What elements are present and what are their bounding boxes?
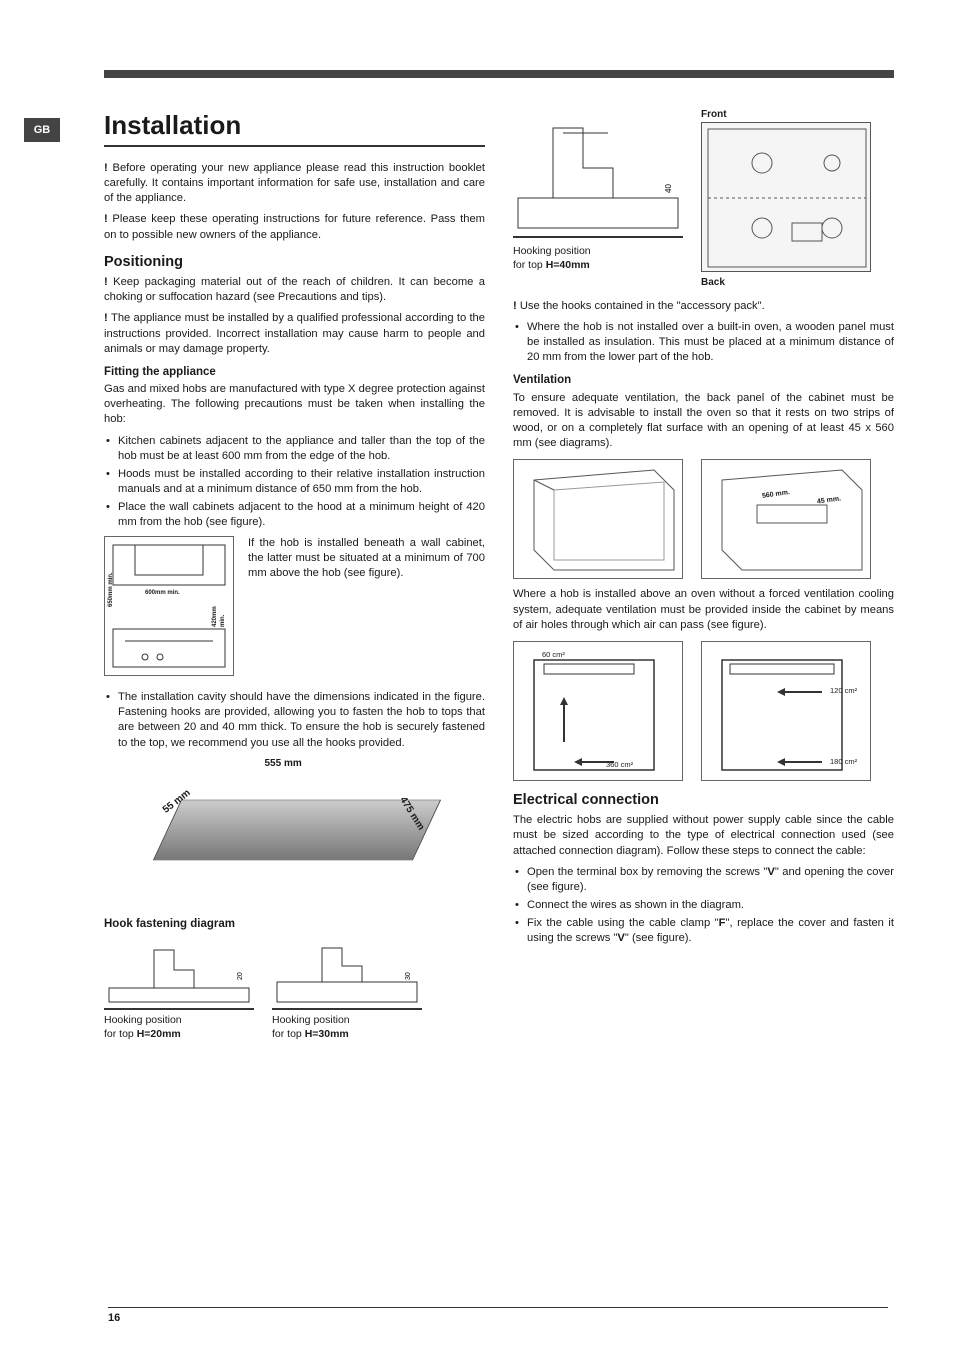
air-60: 60 cm² bbox=[542, 650, 565, 660]
hook20b: H=20mm bbox=[137, 1028, 181, 1040]
ventilation-figures: 560 mm. 45 mm. bbox=[513, 459, 894, 579]
dim-600: 600mm min. bbox=[145, 589, 180, 597]
list-item: Open the terminal box by removing the sc… bbox=[513, 865, 894, 895]
ventilation-heading: Ventilation bbox=[513, 373, 894, 389]
letter-f: F bbox=[719, 917, 726, 929]
hook30a: Hooking position bbox=[272, 1014, 350, 1026]
hook-figures-row: 20 Hooking position for top H=20mm 30 Hoo… bbox=[104, 940, 485, 1041]
for-top-30: for top bbox=[272, 1028, 305, 1040]
list-item: Fix the cable using the cable clamp "F",… bbox=[513, 916, 894, 946]
fitting-list: Kitchen cabinets adjacent to the applian… bbox=[104, 434, 485, 531]
forced-vent-paragraph: Where a hob is installed above an oven w… bbox=[513, 587, 894, 632]
svg-text:30: 30 bbox=[405, 972, 412, 980]
electrical-paragraph: The electric hobs are supplied without p… bbox=[513, 813, 894, 858]
air-120: 120 cm² bbox=[830, 686, 857, 696]
letter-v2: V bbox=[617, 932, 624, 944]
ventilation-paragraph: To ensure adequate ventilation, the back… bbox=[513, 391, 894, 451]
list-item: Where the hob is not installed over a bu… bbox=[513, 320, 894, 365]
page-number: 16 bbox=[108, 1307, 888, 1324]
hook-40-label: Hooking position for top H=40mm bbox=[513, 244, 683, 272]
letter-v: V bbox=[767, 866, 774, 878]
list-item: Kitchen cabinets adjacent to the applian… bbox=[104, 434, 485, 464]
air-figure-1: 60 cm² 360 cm² bbox=[513, 641, 683, 781]
for-top-20: for top bbox=[104, 1028, 137, 1040]
hook40b: H=40mm bbox=[546, 259, 590, 271]
positioning-p1: ! Keep packaging material out of the rea… bbox=[104, 275, 485, 305]
intro-paragraph: ! Before operating your new appliance pl… bbox=[104, 161, 485, 206]
top-bar bbox=[104, 70, 894, 78]
positioning-heading: Positioning bbox=[104, 253, 485, 273]
for-top-40: for top bbox=[513, 259, 546, 271]
cutout-shape bbox=[152, 799, 440, 860]
hook-30-figure: 30 bbox=[272, 940, 422, 1010]
pos2-text: The appliance must be installed by a qua… bbox=[104, 312, 485, 354]
list-item: Connect the wires as shown in the diagra… bbox=[513, 898, 894, 913]
list-item: Hoods must be installed according to the… bbox=[104, 467, 485, 497]
air-180: 180 cm² bbox=[830, 757, 857, 767]
hook-40-figure: 40 bbox=[513, 108, 683, 238]
fitting-paragraph: Gas and mixed hobs are manufactured with… bbox=[104, 382, 485, 427]
cutout-dimensions-figure: 555 mm 55 mm 475 mm bbox=[145, 757, 445, 907]
elec-li3c: " (see figure). bbox=[625, 932, 692, 944]
intro-paragraph-2: ! Please keep these operating instructio… bbox=[104, 212, 485, 242]
hook-20-label: Hooking position for top H=20mm bbox=[104, 1013, 254, 1041]
svg-text:40: 40 bbox=[664, 184, 673, 193]
content-columns: Installation ! Before operating your new… bbox=[104, 108, 894, 1050]
front-label: Front bbox=[701, 108, 871, 122]
dim-650: 650mm min. bbox=[107, 573, 115, 608]
hook20a: Hooking position bbox=[104, 1014, 182, 1026]
page: GB Installation ! Before operating your … bbox=[0, 0, 954, 1350]
air-figure-2: 120 cm² 180 cm² bbox=[701, 641, 871, 781]
dim-420: 420mm min. bbox=[211, 605, 227, 627]
elec-li1a: Open the terminal box by removing the sc… bbox=[527, 866, 767, 878]
use-hooks-text: Use the hooks contained in the "accessor… bbox=[520, 300, 765, 312]
electrical-list: Open the terminal box by removing the sc… bbox=[513, 865, 894, 947]
hook-30-label: Hooking position for top H=30mm bbox=[272, 1013, 422, 1041]
hook-diagram-heading: Hook fastening diagram bbox=[104, 917, 485, 933]
front-back-block: Front Back bbox=[701, 108, 871, 289]
elec-li3a: Fix the cable using the cable clamp " bbox=[527, 917, 719, 929]
pos1-text: Keep packaging material out of the reach… bbox=[104, 276, 485, 303]
right-column: 40 Hooking position for top H=40mm Front bbox=[513, 108, 894, 1050]
electrical-heading: Electrical connection bbox=[513, 791, 894, 811]
left-column: Installation ! Before operating your new… bbox=[104, 108, 485, 1050]
positioning-p2: ! The appliance must be installed by a q… bbox=[104, 311, 485, 356]
hook-20-block: 20 Hooking position for top H=20mm bbox=[104, 940, 254, 1041]
list-item: Place the wall cabinets adjacent to the … bbox=[104, 500, 485, 530]
vent-figure-1 bbox=[513, 459, 683, 579]
dim-555: 555 mm bbox=[265, 757, 302, 771]
hook-20-figure: 20 bbox=[104, 940, 254, 1010]
cavity-list: The installation cavity should have the … bbox=[104, 690, 485, 750]
svg-text:20: 20 bbox=[237, 972, 244, 980]
wooden-panel-list: Where the hob is not installed over a bu… bbox=[513, 320, 894, 365]
use-hooks-paragraph: ! Use the hooks contained in the "access… bbox=[513, 299, 894, 314]
intro2-text: Please keep these operating instructions… bbox=[104, 213, 485, 240]
hook-40-block: 40 Hooking position for top H=40mm bbox=[513, 108, 683, 272]
front-back-figure bbox=[701, 122, 871, 272]
cabinet-figure-block: 600mm min. 650mm min. 420mm min. If the … bbox=[104, 536, 485, 682]
vent-figure-2: 560 mm. 45 mm. bbox=[701, 459, 871, 579]
hook40a: Hooking position bbox=[513, 245, 591, 257]
air-360: 360 cm² bbox=[606, 760, 633, 770]
intro1-text: Before operating your new appliance plea… bbox=[104, 162, 485, 204]
top-right-figures: 40 Hooking position for top H=40mm Front bbox=[513, 108, 894, 289]
hook30b: H=30mm bbox=[305, 1028, 349, 1040]
fitting-heading: Fitting the appliance bbox=[104, 365, 485, 381]
air-hole-figures: 60 cm² 360 cm² 120 cm² 180 cm² bbox=[513, 641, 894, 781]
hook-30-block: 30 Hooking position for top H=30mm bbox=[272, 940, 422, 1041]
list-item: The installation cavity should have the … bbox=[104, 690, 485, 750]
back-label: Back bbox=[701, 276, 871, 290]
cabinet-clearance-figure: 600mm min. 650mm min. 420mm min. bbox=[104, 536, 234, 676]
page-title: Installation bbox=[104, 108, 485, 147]
language-badge: GB bbox=[24, 118, 60, 142]
